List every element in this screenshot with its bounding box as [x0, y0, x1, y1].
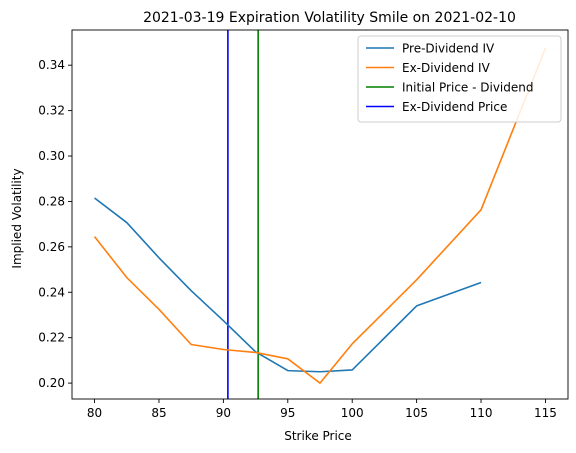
- y-tick-label: 0.30: [38, 149, 65, 163]
- legend-label: Ex-Dividend Price: [402, 100, 507, 114]
- legend-label: Pre-Dividend IV: [402, 42, 495, 56]
- y-tick-label: 0.24: [38, 285, 65, 299]
- legend-box: [357, 35, 562, 123]
- x-axis-label: Strike Price: [284, 429, 352, 443]
- x-tick-label: 100: [341, 406, 364, 420]
- x-tick-label: 80: [87, 406, 102, 420]
- y-tick-label: 0.32: [38, 104, 65, 118]
- x-tick-label: 110: [470, 406, 493, 420]
- y-tick-label: 0.20: [38, 376, 65, 390]
- x-tick-label: 90: [216, 406, 231, 420]
- x-tick-label: 85: [151, 406, 166, 420]
- x-tick-label: 95: [280, 406, 295, 420]
- series-line-1: [93, 47, 547, 384]
- plot-frame: [71, 29, 569, 400]
- y-tick-label: 0.34: [38, 58, 65, 72]
- x-tick-label: 115: [534, 406, 557, 420]
- y-axis-label: Implied Volatility: [10, 168, 24, 268]
- legend-label: Initial Price - Dividend: [402, 81, 533, 95]
- series-line-0: [94, 197, 482, 373]
- y-tick-label: 0.22: [38, 331, 65, 345]
- x-tick-label: 105: [405, 406, 428, 420]
- chart-title: 2021-03-19 Expiration Volatility Smile o…: [143, 10, 516, 26]
- axis-ticks: 80 85 90 95 100 105 110 115 0.20 0.22 0.24 0.26 0.28…: [38, 58, 557, 420]
- legend-label: Ex-Dividend IV: [402, 61, 491, 75]
- plot-area: [71, 29, 569, 400]
- y-tick-label: 0.28: [38, 194, 65, 208]
- legend: Pre-Dividend IV Ex-Dividend IV Initial Pri…: [357, 35, 562, 123]
- y-tick-label: 0.26: [38, 240, 65, 254]
